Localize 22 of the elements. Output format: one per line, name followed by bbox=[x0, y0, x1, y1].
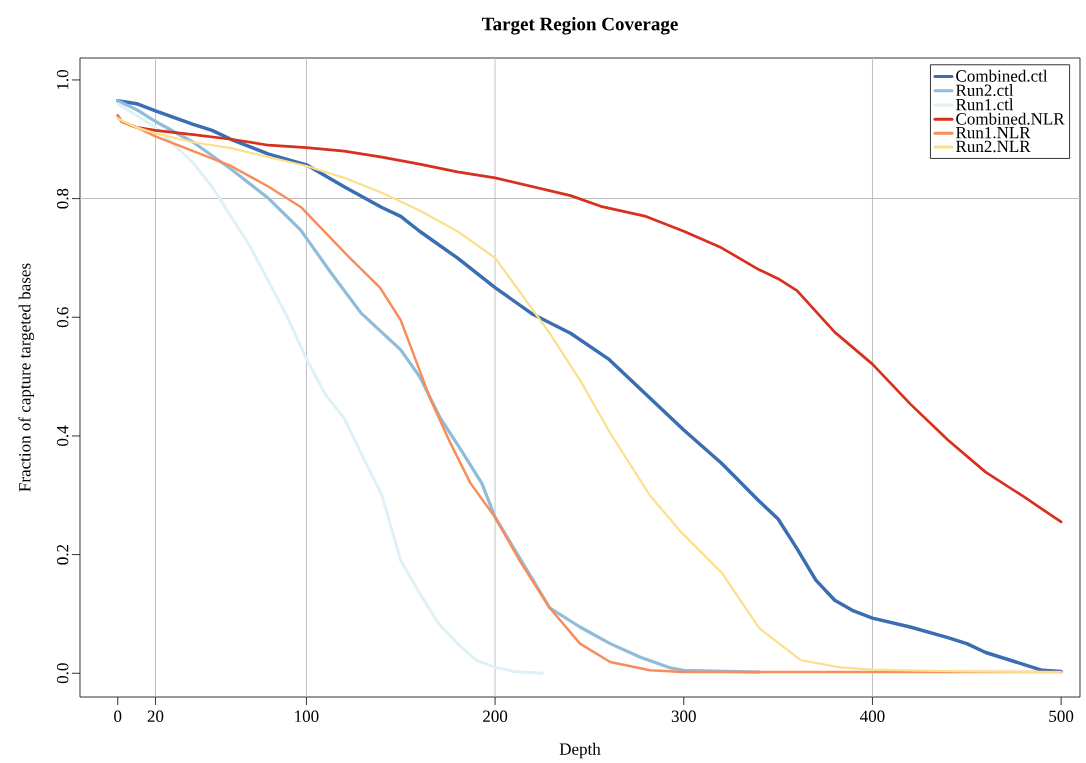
y-tick-label: 1.0 bbox=[56, 69, 69, 90]
y-axis-title: Fraction of capture targeted bases bbox=[18, 263, 35, 492]
y-tick-label: 0.4 bbox=[56, 425, 69, 446]
x-axis-title: Depth bbox=[559, 742, 601, 759]
legend-label: Run1.ctl bbox=[956, 98, 1014, 111]
x-tick-label: 100 bbox=[295, 710, 319, 723]
y-tick-label: 0.2 bbox=[56, 544, 69, 565]
y-tick-label: 0.0 bbox=[56, 663, 69, 684]
x-tick-label: 200 bbox=[483, 710, 508, 723]
x-tick-label: 400 bbox=[860, 710, 885, 723]
legend-label: Combined.ctl bbox=[956, 69, 1048, 82]
x-tick-label: 300 bbox=[671, 710, 696, 723]
legend-label: Combined.NLR bbox=[956, 112, 1065, 125]
x-tick-label: 20 bbox=[147, 710, 164, 723]
chart-title: Target Region Coverage bbox=[481, 17, 678, 35]
legend-label: Run2.NLR bbox=[956, 140, 1031, 153]
x-tick-label: 0 bbox=[114, 710, 122, 723]
y-tick-label: 0.8 bbox=[56, 188, 69, 209]
x-tick-label: 500 bbox=[1049, 710, 1074, 723]
legend-label: Run2.ctl bbox=[956, 84, 1014, 97]
legend-label: Run1.NLR bbox=[956, 126, 1031, 139]
y-tick-label: 0.6 bbox=[56, 307, 69, 328]
